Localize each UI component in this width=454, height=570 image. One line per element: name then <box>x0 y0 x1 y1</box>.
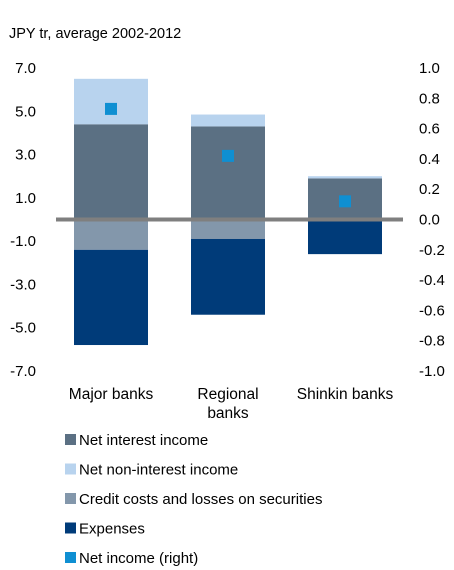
left-tick-label-7: -5.0 <box>10 320 36 337</box>
legend-label-2: Net non-interest income <box>79 462 238 479</box>
net-income-marker-2 <box>222 149 234 162</box>
bar-2-2 <box>191 114 265 127</box>
bar-1-2 <box>191 126 265 220</box>
bar-2-1 <box>74 78 148 125</box>
legend-swatch-2 <box>65 463 76 475</box>
unit-label: JPY tr, average 2002-2012 <box>9 26 181 42</box>
right-tick-label-2: 0.8 <box>419 90 440 107</box>
net-income-marker-3 <box>339 195 351 208</box>
legend-label-3: Credit costs and losses on securities <box>79 491 322 508</box>
right-tick-label-6: 0.0 <box>419 212 440 229</box>
right-tick-label-10: -0.8 <box>419 333 445 350</box>
bar-2-3 <box>308 176 382 179</box>
right-axis: 1.0 0.8 0.6 0.4 0.2 0.0 -0.2 -0.4 -0.6 -0.8 -1.0 <box>419 60 445 380</box>
right-tick-label-3: 0.6 <box>419 121 440 138</box>
left-tick-label-4: 1.0 <box>15 190 36 207</box>
left-tick-label-2: 5.0 <box>15 103 36 120</box>
bar-4-1 <box>74 249 148 346</box>
left-tick-label-6: -3.0 <box>10 276 36 293</box>
bar-1-1 <box>74 124 148 220</box>
legend: Net interest income Net non-interest inco… <box>65 432 322 567</box>
net-income-marker-1 <box>105 102 117 115</box>
left-tick-label-3: 3.0 <box>15 147 36 164</box>
category-label-1: Major banks <box>69 386 154 403</box>
right-tick-label-9: -0.6 <box>419 302 445 319</box>
legend-swatch-5 <box>65 552 76 563</box>
left-tick-label-1: 7.0 <box>15 60 36 77</box>
legend-swatch-4 <box>65 522 76 534</box>
category-label-2: Regional banks <box>197 386 258 422</box>
bar-3-1 <box>74 219 148 250</box>
right-tick-label-4: 0.4 <box>419 151 440 168</box>
legend-label-4: Expenses <box>79 521 145 538</box>
category-label-3: Shinkin banks <box>297 386 394 403</box>
right-tick-label-5: 0.2 <box>419 181 440 198</box>
legend-swatch-3 <box>65 493 76 504</box>
right-tick-label-11: -1.0 <box>419 363 445 380</box>
right-tick-label-7: -0.2 <box>419 242 445 259</box>
legend-label-1: Net interest income <box>79 432 208 449</box>
left-tick-label-5: -1.0 <box>10 233 36 250</box>
category-axis: Major banks Regional banks Shinkin banks <box>69 386 394 422</box>
plot-area <box>56 78 403 346</box>
bar-4-3 <box>308 220 382 255</box>
bar-4-2 <box>191 238 265 315</box>
legend-label-5: Net income (right) <box>79 550 198 567</box>
bar-3-2 <box>191 219 265 239</box>
right-tick-label-8: -0.4 <box>419 272 445 289</box>
legend-swatch-1 <box>65 434 76 445</box>
left-axis: 7.0 5.0 3.0 1.0 -1.0 -3.0 -5.0 -7.0 <box>10 60 36 380</box>
right-tick-label-1: 1.0 <box>419 60 440 77</box>
left-tick-label-8: -7.0 <box>10 363 36 380</box>
